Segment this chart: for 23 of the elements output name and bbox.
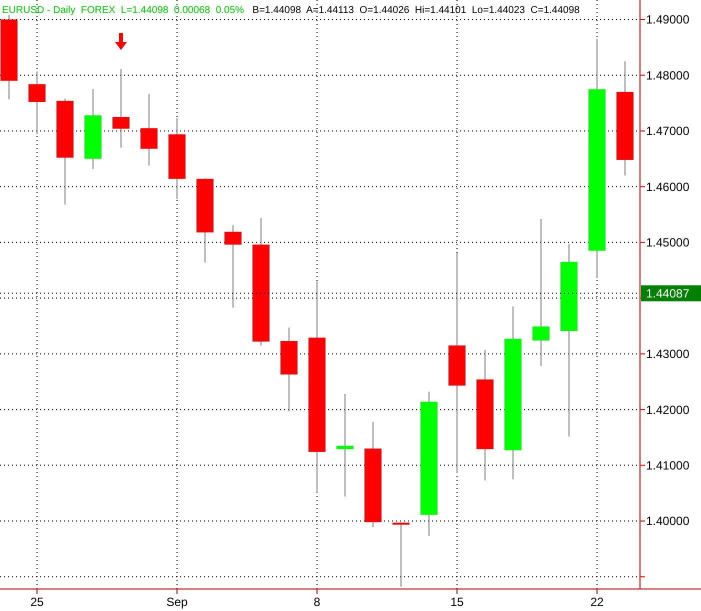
y-tick-label: 1.49000 — [646, 12, 690, 27]
y-tick-label: 1.40000 — [646, 514, 690, 528]
y-tick-label: 1.45000 — [646, 236, 690, 250]
x-tick-label: 25 — [30, 595, 44, 609]
x-tick-label: 22 — [590, 595, 604, 609]
candlestick — [532, 218, 550, 367]
text: B=1.44098 A=1.44113 O=1.44026 Hi=1.44101 Lo=1.44023 C=1.44098 — [244, 5, 580, 16]
y-tick-label: 1.43000 — [646, 347, 690, 362]
y-tick-label: 1.46000 — [646, 180, 690, 194]
candlestick — [140, 94, 158, 166]
y-tick-label: 1.41000 — [646, 458, 690, 472]
ref-line-label: 1.44087 — [646, 286, 690, 300]
y-tick-label: 1.42000 — [646, 402, 690, 417]
x-tick-label: 8 — [314, 595, 321, 609]
y-tick-label: 1.47000 — [646, 124, 690, 138]
candlestick — [112, 68, 130, 148]
candlestick — [224, 224, 242, 308]
candlestick — [336, 393, 354, 497]
x-tick-label: 15 — [450, 595, 464, 609]
x-tick-label: Sep — [166, 595, 188, 609]
candlestick — [28, 70, 46, 135]
text: EURUSD - Daily FOREX L=1.44098 0.00068 0.05% — [2, 5, 244, 16]
y-tick-label: 1.48000 — [646, 68, 690, 82]
